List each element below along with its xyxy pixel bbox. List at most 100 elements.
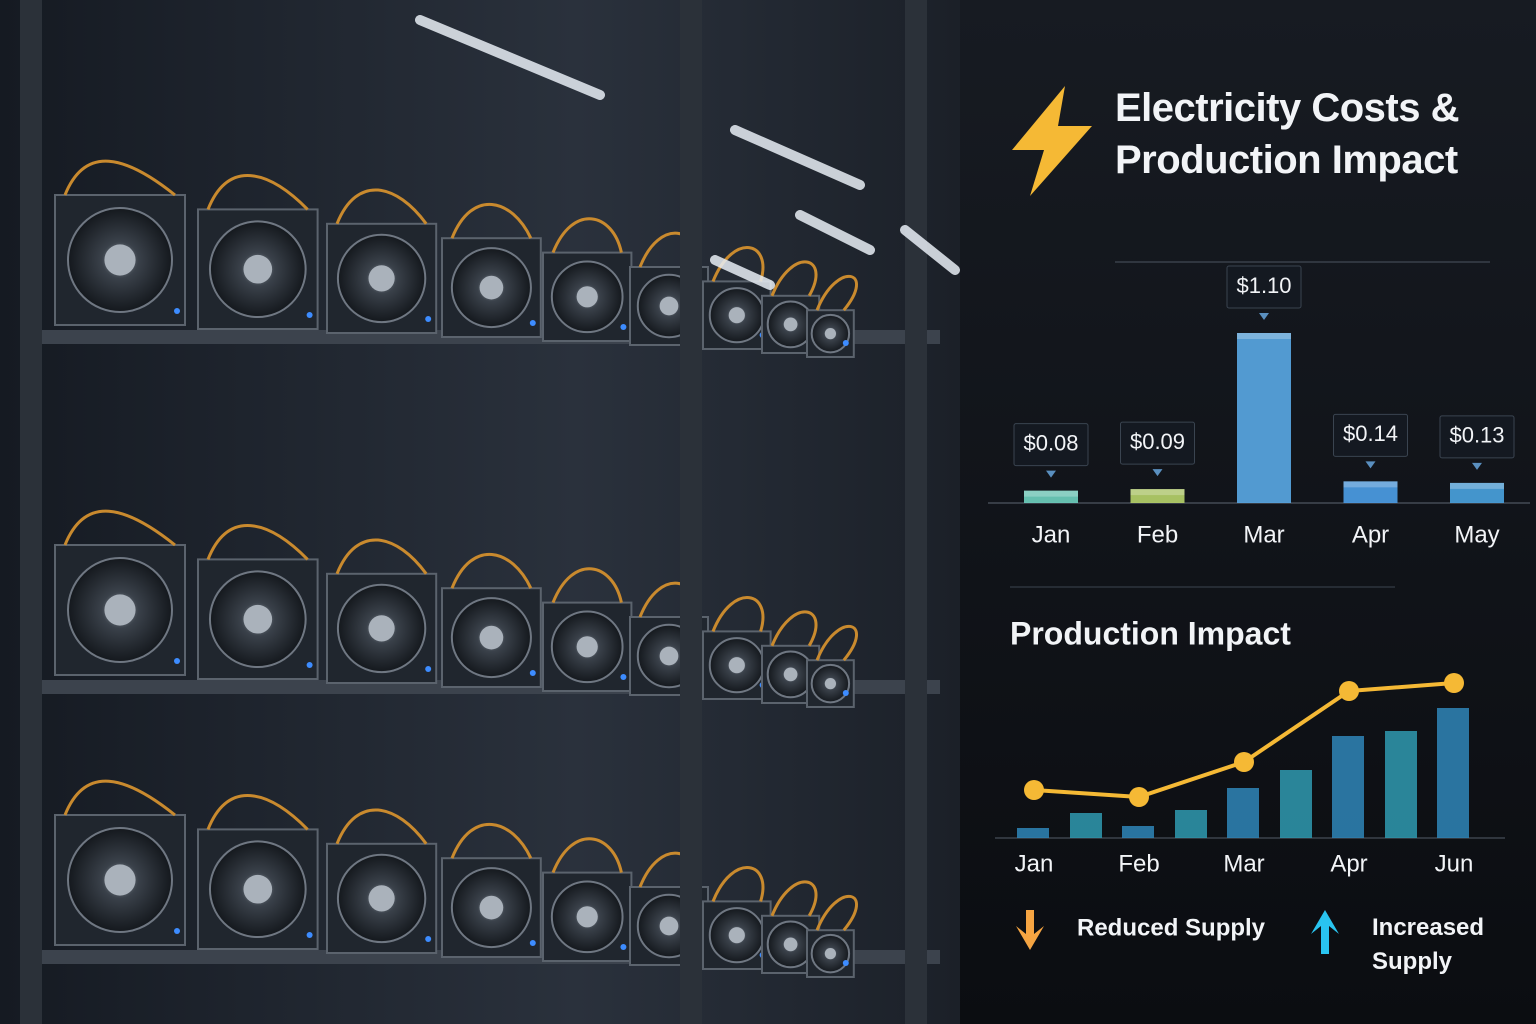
bar (1017, 828, 1049, 838)
value-label-pointer (1152, 469, 1163, 477)
value-label: $0.08 (1023, 430, 1078, 455)
fan-hub (659, 296, 679, 316)
value-label-box (1120, 421, 1195, 465)
cables (770, 260, 818, 297)
chart-title: Production Impact (1010, 615, 1291, 651)
cables (815, 894, 858, 932)
cables (206, 174, 309, 211)
fan-hub (243, 254, 273, 284)
cables (63, 509, 176, 547)
fan-hub (783, 317, 798, 332)
cables (711, 866, 765, 902)
bar (1122, 826, 1154, 838)
fan-hub (824, 947, 837, 960)
led (842, 340, 849, 346)
fan-hub (783, 937, 798, 952)
cables (770, 610, 818, 647)
bar (1332, 736, 1364, 838)
fan-hub (576, 636, 598, 658)
x-tick-label: Apr (1352, 521, 1389, 548)
fan-hub (104, 244, 136, 276)
fan-hub (243, 874, 273, 904)
line-point (1234, 752, 1254, 772)
ceiling-light (900, 225, 960, 275)
cables (711, 596, 765, 632)
legend-label: Increased Supply (1372, 914, 1484, 975)
cables (815, 624, 858, 662)
value-label-box (1439, 415, 1515, 459)
fan-hub (368, 265, 395, 292)
lightning-icon (1012, 86, 1092, 196)
led (620, 324, 627, 330)
led (529, 670, 536, 676)
bar (1280, 770, 1312, 838)
line-point (1444, 673, 1464, 693)
bar (1237, 333, 1291, 503)
led (842, 960, 849, 966)
x-tick-label: Jan (1032, 521, 1071, 548)
legend-arrow (1016, 910, 1044, 950)
led (174, 928, 180, 934)
value-label: $0.14 (1343, 421, 1398, 446)
ceiling-light (795, 210, 875, 255)
legend-label: Reduced Supply (1077, 914, 1266, 941)
cables (335, 808, 428, 845)
bar-highlight (1343, 481, 1398, 488)
bar-highlight (1024, 490, 1078, 497)
value-label: $0.13 (1449, 423, 1504, 448)
fan-hub (243, 604, 273, 634)
fan-hub (576, 906, 598, 928)
fan-hub (728, 657, 745, 674)
value-label-box (1013, 423, 1089, 467)
led (306, 662, 313, 668)
fan-hub (576, 286, 598, 308)
cables (335, 188, 428, 225)
cables (206, 794, 309, 831)
led (306, 312, 313, 318)
ceiling-light (710, 255, 775, 290)
x-tick-label: Apr (1330, 850, 1367, 877)
bar (1385, 731, 1417, 838)
led (529, 320, 536, 326)
bar (1450, 482, 1504, 503)
led (620, 944, 627, 950)
led (620, 674, 627, 680)
fan-hub (104, 864, 136, 896)
x-tick-label: Mar (1243, 521, 1284, 548)
cables (63, 159, 176, 197)
bar (1175, 810, 1207, 838)
page-title: Electricity Costs & Production Impact (1115, 86, 1459, 182)
ceiling-light (415, 15, 605, 100)
fan-hub (728, 927, 745, 944)
value-label-box (1226, 265, 1302, 309)
rack-post (680, 0, 702, 1024)
cables (551, 567, 623, 604)
bar-highlight (1237, 333, 1291, 339)
rack-post (20, 0, 42, 1024)
fan-hub (479, 895, 504, 920)
line-point (1129, 787, 1149, 807)
led (425, 936, 432, 942)
cables (450, 552, 533, 589)
cables (63, 779, 176, 817)
value-label-pointer (1472, 462, 1482, 470)
led (174, 308, 180, 314)
fan-hub (824, 677, 837, 690)
fan-hub (659, 916, 679, 936)
led (529, 940, 536, 946)
line-point (1024, 780, 1044, 800)
value-label: $1.10 (1236, 273, 1291, 298)
led (425, 316, 432, 322)
x-tick-label: Mar (1223, 850, 1264, 877)
cables (450, 202, 533, 239)
cables (551, 837, 623, 874)
bar (1227, 788, 1259, 838)
bar (1343, 481, 1398, 503)
x-tick-label: Jan (1015, 850, 1054, 877)
info-panel (960, 0, 1536, 1024)
fan-hub (104, 594, 136, 626)
fan-hub (479, 275, 504, 300)
fan-hub (728, 307, 745, 324)
led (174, 658, 180, 664)
